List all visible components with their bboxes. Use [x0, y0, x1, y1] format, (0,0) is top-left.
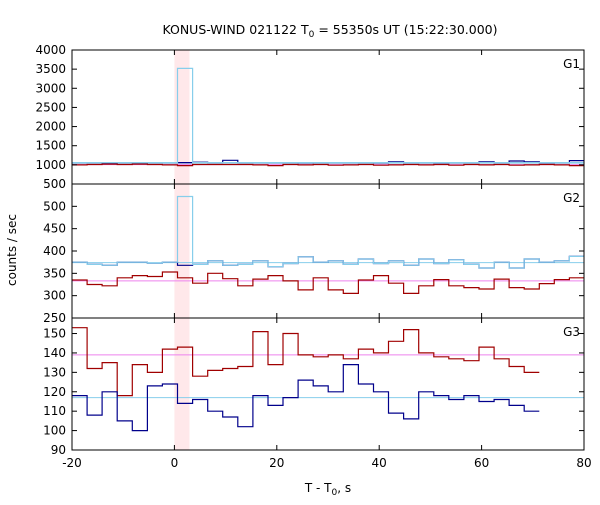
panel-frame: [71, 183, 585, 319]
y-tick-label: 100: [43, 424, 66, 438]
panel-data-group: [72, 67, 584, 167]
x-axis-label: T - T0, s: [304, 481, 351, 498]
y-tick-label: 90: [51, 443, 66, 457]
panel-data-group: [72, 327, 584, 432]
y-axis-label: counts / sec: [5, 214, 19, 286]
panel-data-group: [72, 195, 584, 294]
panel-label: G2: [563, 191, 580, 205]
series-step-line: [72, 364, 540, 432]
y-tick-label: 140: [43, 346, 66, 360]
y-tick-label: 3000: [35, 81, 66, 95]
x-tick-label: 0: [171, 456, 179, 470]
y-tick-label: 350: [43, 266, 66, 280]
panel-label: G1: [563, 57, 580, 71]
panel-g2: 250 300 350 400 450 500 G2: [43, 183, 585, 325]
x-tick-label: 40: [372, 456, 387, 470]
series-step-line: [72, 327, 540, 397]
y-tick-label: 500: [43, 177, 66, 191]
chart-title: KONUS-WIND 021122 T0 = 55350s UT (15:22:…: [162, 22, 497, 40]
y-tick-label: 110: [43, 404, 66, 418]
series-step-line: [72, 271, 584, 294]
x-tick-label: 80: [576, 456, 591, 470]
y-tick-label: 2000: [35, 120, 66, 134]
y-tick-label: 120: [43, 385, 66, 399]
plot-layer: 5001000150020002500300035004000G12503003…: [35, 43, 591, 470]
y-tick-label: 2500: [35, 100, 66, 114]
highlight-band: [174, 50, 190, 450]
x-tick-label: 20: [269, 456, 284, 470]
series-step-line: [72, 195, 584, 269]
y-tick-label: 150: [43, 327, 66, 341]
x-tick-label: 60: [474, 456, 489, 470]
series-step-line: [72, 163, 584, 167]
y-tick-label: 1500: [35, 139, 66, 153]
y-tick-label: 1000: [35, 158, 66, 172]
panel-g1: 500 1000 1500 2000 2500 3000 3500 4000 G1: [35, 43, 585, 191]
panel-frame: [71, 317, 585, 451]
panel-g3: 90 100 110 120 130 140 150 G3: [43, 317, 585, 457]
x-tick-label: -20: [62, 456, 82, 470]
y-tick-label: 300: [43, 289, 66, 303]
y-tick-label: 500: [43, 199, 66, 213]
y-tick-label: 250: [43, 311, 66, 325]
series-step-line: [72, 67, 584, 164]
panel-label: G3: [563, 325, 580, 339]
y-tick-label: 3500: [35, 62, 66, 76]
y-tick-label: 130: [43, 365, 66, 379]
y-tick-label: 400: [43, 244, 66, 258]
y-tick-label: 450: [43, 222, 66, 236]
y-tick-label: 4000: [35, 43, 66, 57]
